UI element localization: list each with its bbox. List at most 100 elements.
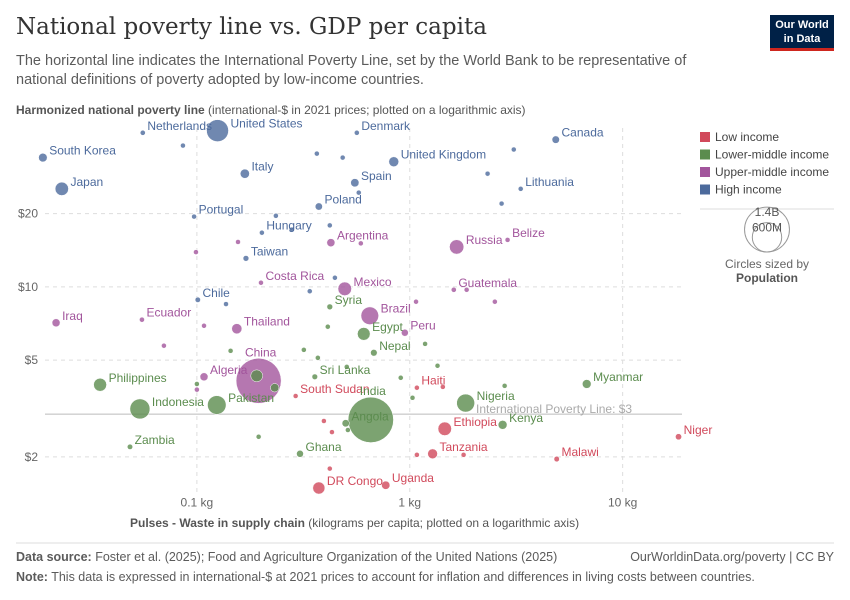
data-point[interactable] bbox=[492, 298, 498, 305]
data-point[interactable] bbox=[358, 240, 364, 247]
data-point[interactable] bbox=[370, 349, 378, 357]
data-point[interactable] bbox=[292, 393, 299, 399]
data-point[interactable] bbox=[413, 298, 419, 305]
data-point[interactable] bbox=[93, 378, 107, 392]
data-point[interactable] bbox=[38, 153, 48, 163]
data-point[interactable] bbox=[451, 286, 457, 293]
legend-label[interactable]: Low income bbox=[715, 130, 779, 144]
data-point[interactable] bbox=[504, 237, 511, 243]
data-point[interactable] bbox=[501, 383, 508, 389]
data-point[interactable] bbox=[199, 372, 209, 382]
data-point[interactable] bbox=[193, 249, 199, 255]
data-point[interactable] bbox=[327, 222, 333, 229]
data-point[interactable] bbox=[551, 135, 560, 144]
data-point[interactable] bbox=[270, 383, 280, 393]
data-point[interactable] bbox=[242, 255, 250, 262]
data-point[interactable] bbox=[357, 327, 371, 341]
data-point[interactable] bbox=[129, 398, 151, 420]
data-point[interactable] bbox=[427, 448, 438, 459]
data-point[interactable] bbox=[350, 178, 360, 188]
footer-link[interactable]: OurWorldinData.org/poverty | CC BY bbox=[630, 550, 834, 564]
data-point[interactable] bbox=[180, 142, 186, 149]
data-point[interactable] bbox=[463, 287, 470, 293]
data-point[interactable] bbox=[414, 452, 420, 458]
data-point[interactable] bbox=[223, 301, 229, 307]
data-point[interactable] bbox=[401, 328, 409, 337]
data-point[interactable] bbox=[675, 433, 682, 441]
data-point[interactable] bbox=[231, 323, 243, 335]
data-point[interactable] bbox=[250, 369, 263, 383]
data-point[interactable] bbox=[311, 373, 318, 380]
data-point[interactable] bbox=[449, 239, 465, 255]
data-point[interactable] bbox=[553, 456, 560, 463]
data-point[interactable] bbox=[258, 280, 264, 286]
data-point[interactable] bbox=[326, 303, 333, 310]
legend-swatch[interactable] bbox=[700, 184, 710, 195]
data-point[interactable] bbox=[54, 181, 69, 196]
data-point[interactable] bbox=[194, 381, 200, 387]
legend-label[interactable]: Upper-middle income bbox=[715, 165, 829, 179]
data-point[interactable] bbox=[259, 229, 265, 236]
data-point[interactable] bbox=[191, 213, 197, 220]
legend-label[interactable]: High income bbox=[715, 183, 782, 197]
data-point[interactable] bbox=[341, 419, 350, 428]
data-point[interactable] bbox=[255, 434, 262, 440]
data-point[interactable] bbox=[329, 429, 335, 435]
data-point[interactable] bbox=[422, 341, 428, 347]
data-point[interactable] bbox=[354, 130, 360, 136]
data-point[interactable] bbox=[206, 119, 229, 142]
data-point[interactable] bbox=[240, 168, 250, 179]
data-point[interactable] bbox=[127, 443, 133, 450]
data-point[interactable] bbox=[497, 420, 508, 430]
data-point[interactable] bbox=[339, 154, 346, 161]
data-point[interactable] bbox=[315, 355, 321, 361]
data-point[interactable] bbox=[414, 384, 420, 391]
data-point[interactable] bbox=[296, 450, 304, 458]
data-point[interactable] bbox=[356, 189, 362, 196]
data-point[interactable] bbox=[289, 226, 295, 233]
data-point[interactable] bbox=[360, 306, 379, 325]
data-point[interactable] bbox=[194, 296, 201, 303]
data-point[interactable] bbox=[235, 239, 241, 245]
data-point[interactable] bbox=[456, 393, 475, 413]
data-point[interactable] bbox=[381, 480, 391, 490]
data-point[interactable] bbox=[484, 170, 491, 177]
data-point[interactable] bbox=[434, 363, 441, 369]
data-point[interactable] bbox=[325, 323, 331, 330]
data-point[interactable] bbox=[312, 481, 326, 495]
data-point[interactable] bbox=[314, 150, 320, 157]
data-point[interactable] bbox=[201, 323, 207, 329]
data-point[interactable] bbox=[498, 200, 505, 207]
data-point[interactable] bbox=[517, 186, 524, 192]
data-point[interactable] bbox=[332, 275, 338, 281]
legend-label[interactable]: Lower-middle income bbox=[715, 148, 829, 162]
data-point[interactable] bbox=[314, 202, 323, 211]
data-point[interactable] bbox=[460, 452, 467, 458]
data-point[interactable] bbox=[398, 375, 404, 381]
logo[interactable]: Our World in Data bbox=[770, 15, 834, 51]
data-point[interactable] bbox=[307, 288, 313, 294]
data-point[interactable] bbox=[139, 316, 145, 323]
data-point[interactable] bbox=[347, 396, 394, 443]
data-point[interactable] bbox=[273, 213, 279, 219]
legend-swatch[interactable] bbox=[700, 149, 710, 160]
data-point[interactable] bbox=[301, 347, 307, 353]
data-point[interactable] bbox=[345, 427, 351, 433]
data-point[interactable] bbox=[388, 156, 399, 167]
data-point[interactable] bbox=[409, 395, 416, 401]
data-point[interactable] bbox=[161, 342, 167, 349]
legend-swatch[interactable] bbox=[700, 132, 710, 142]
data-point[interactable] bbox=[207, 395, 227, 415]
data-point[interactable] bbox=[437, 421, 452, 436]
data-point[interactable] bbox=[321, 418, 327, 424]
data-point[interactable] bbox=[227, 348, 234, 354]
data-point[interactable] bbox=[337, 281, 352, 296]
data-point[interactable] bbox=[139, 130, 146, 136]
data-point[interactable] bbox=[194, 386, 200, 393]
data-point[interactable] bbox=[511, 146, 517, 153]
data-point[interactable] bbox=[344, 364, 350, 370]
data-point[interactable] bbox=[51, 318, 61, 328]
data-point[interactable] bbox=[440, 384, 446, 390]
data-point[interactable] bbox=[326, 238, 336, 247]
data-point[interactable] bbox=[582, 379, 592, 389]
